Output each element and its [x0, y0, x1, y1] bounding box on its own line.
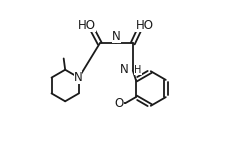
Text: H: H [134, 65, 142, 75]
Text: N: N [120, 63, 129, 76]
Text: O: O [115, 97, 124, 110]
Text: N: N [74, 71, 83, 84]
Text: N: N [112, 30, 121, 43]
Text: HO: HO [78, 19, 96, 32]
Text: HO: HO [135, 19, 153, 32]
